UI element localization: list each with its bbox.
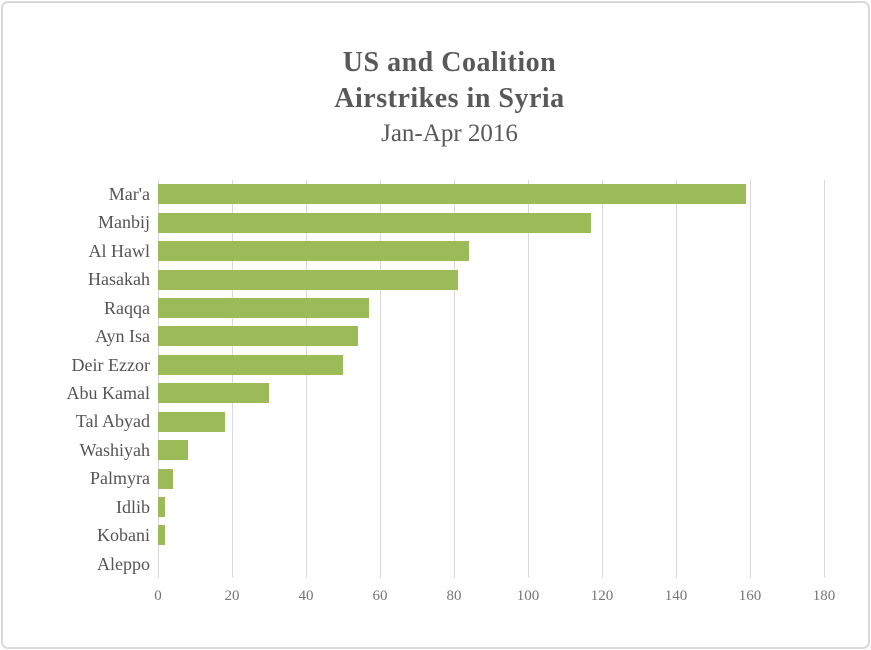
category-label-abu-kamal: Abu Kamal [66, 383, 150, 403]
gridline-60 [379, 180, 381, 578]
x-tick-label-180: 180 [812, 588, 836, 604]
gridline-140 [675, 180, 677, 578]
x-axis: 0 20 40 60 80 100 120 140 160 180 [154, 588, 835, 612]
x-tick-label-120: 120 [590, 588, 614, 604]
x-tick-label-20: 20 [224, 588, 240, 604]
chart-title-line1: US and Coalition [342, 47, 557, 78]
x-tick-label-100: 100 [516, 588, 540, 604]
category-label-deir-ezzor: Deir Ezzor [71, 354, 150, 375]
bar-ayn-isa [158, 326, 358, 347]
category-label-tal-abyad: Tal Abyad [75, 411, 150, 432]
category-label-kobani: Kobani [97, 525, 150, 546]
bar-hasakah [158, 269, 458, 290]
category-label-palmyra: Palmyra [90, 468, 150, 489]
bar-abu-kamal [158, 383, 269, 404]
gridline-180 [823, 180, 825, 578]
category-axis: Mar'a Manbij Al Hawl Hasakah Raqqa Ayn Isa Dei… [3, 180, 150, 578]
gridline-160 [749, 180, 751, 578]
category-label-hasakah: Hasakah [88, 269, 150, 290]
bar-al-hawl [158, 241, 469, 262]
bar-idlib [158, 496, 166, 517]
bar-manbij [158, 212, 591, 233]
bar-kobani [158, 525, 166, 546]
x-tick-label-80: 80 [446, 588, 462, 604]
chart-title-line2: Airstrikes in Syria [334, 83, 565, 114]
category-label-ayn-isa: Ayn Isa [95, 326, 150, 347]
x-tick-label-0: 0 [154, 588, 162, 604]
gridline-100 [527, 180, 529, 578]
category-label-manbij: Manbij [98, 212, 150, 233]
chart-subtitle: Jan-Apr 2016 [381, 120, 518, 147]
gridline-0 [157, 180, 159, 578]
category-label-aleppo: Aleppo [97, 553, 150, 574]
bar-raqqa [158, 297, 369, 318]
gridline-20 [231, 180, 233, 578]
gridline-40 [305, 180, 307, 578]
x-tick-label-140: 140 [664, 588, 688, 604]
plot-area [157, 180, 825, 578]
gridline-80 [453, 180, 455, 578]
bar-deir-ezzor [158, 354, 343, 375]
bar-mar-a [158, 184, 747, 205]
category-label-idlib: Idlib [116, 496, 150, 517]
x-tick-label-40: 40 [298, 588, 314, 604]
category-label-washiyah: Washiyah [79, 439, 150, 460]
category-label-al-hawl: Al Hawl [88, 240, 151, 261]
category-label-mar-a: Mar'a [108, 184, 150, 204]
gridline-120 [601, 180, 603, 578]
chart-title: US and Coalition Airstrikes in Syria Jan… [17, 45, 871, 150]
x-tick-label-60: 60 [372, 588, 388, 604]
x-tick-label-160: 160 [738, 588, 762, 604]
bar-palmyra [158, 468, 173, 489]
category-label-raqqa: Raqqa [104, 297, 150, 318]
bar-washiyah [158, 440, 188, 461]
bar-tal-abyad [158, 411, 225, 432]
